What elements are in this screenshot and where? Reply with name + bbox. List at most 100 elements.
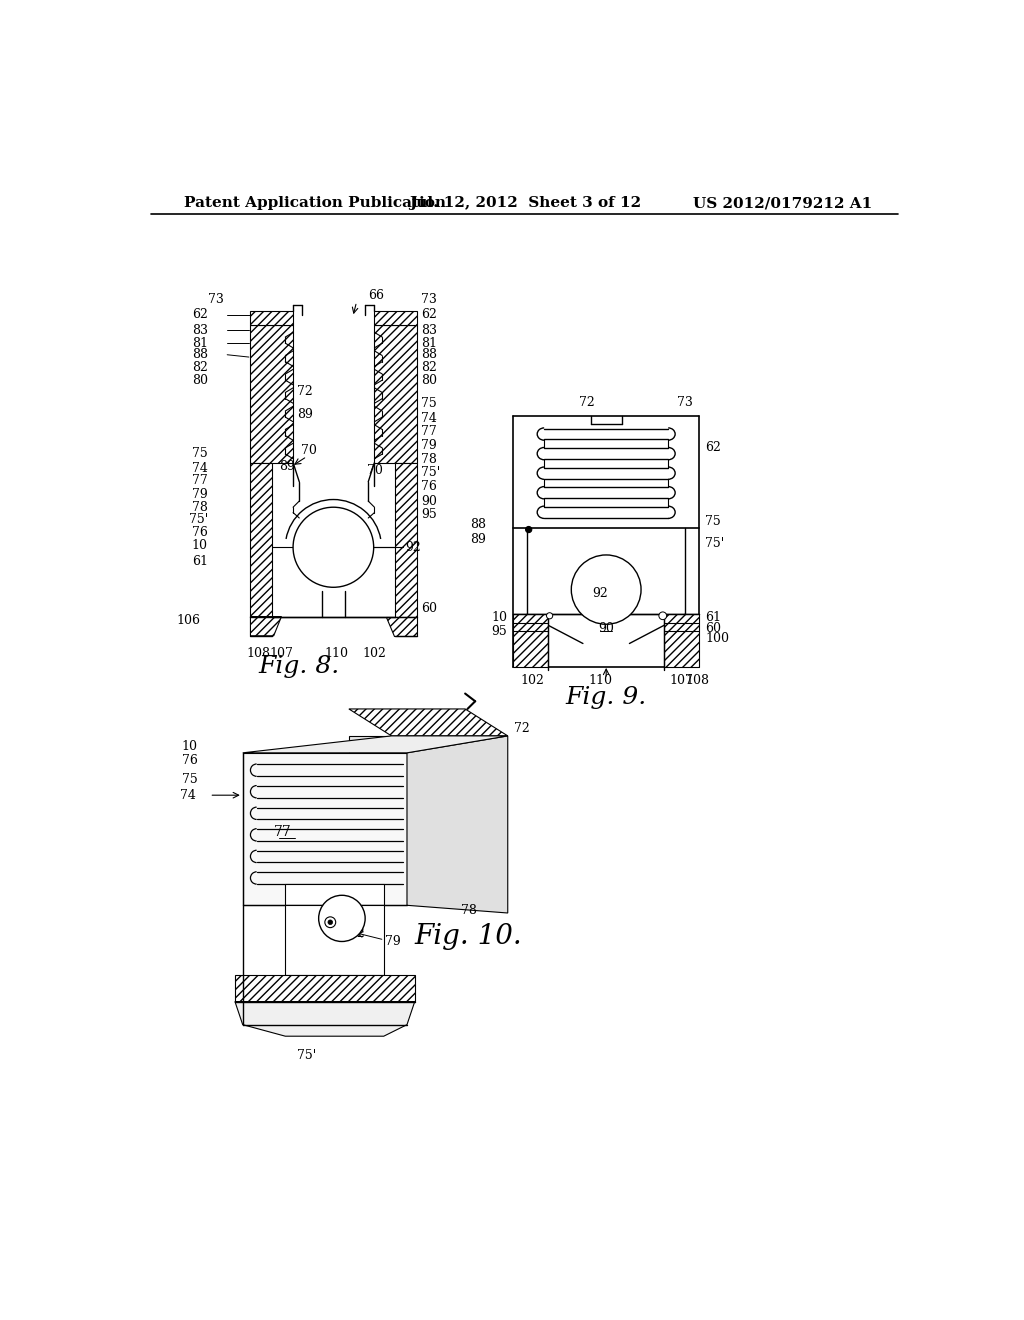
Text: 81: 81 [191, 337, 208, 350]
Polygon shape [251, 325, 293, 462]
Text: 108: 108 [247, 647, 270, 660]
Polygon shape [251, 462, 272, 616]
Text: 77: 77 [193, 474, 208, 487]
Text: 83: 83 [421, 323, 437, 337]
Polygon shape [349, 737, 465, 752]
Text: 79: 79 [421, 440, 436, 453]
Polygon shape [234, 974, 415, 1002]
Text: 110: 110 [324, 647, 348, 660]
Circle shape [318, 895, 366, 941]
Polygon shape [407, 737, 508, 913]
Text: 82: 82 [421, 360, 437, 374]
Text: 77: 77 [274, 825, 292, 840]
Text: 75': 75' [297, 1049, 315, 1063]
Text: 10: 10 [490, 611, 507, 624]
Text: 81: 81 [421, 337, 437, 350]
Text: 74: 74 [180, 788, 197, 801]
Text: 78: 78 [461, 904, 477, 917]
Text: 76: 76 [421, 480, 437, 492]
Text: 10: 10 [181, 741, 198, 754]
Text: Jul. 12, 2012  Sheet 3 of 12: Jul. 12, 2012 Sheet 3 of 12 [409, 197, 641, 210]
Text: Fig. 8.: Fig. 8. [258, 655, 339, 678]
Text: 95: 95 [421, 508, 436, 521]
Text: 74: 74 [421, 412, 437, 425]
Text: 107: 107 [270, 647, 294, 660]
Text: 83: 83 [191, 323, 208, 337]
Text: 75: 75 [193, 446, 208, 459]
Text: 88: 88 [421, 348, 437, 362]
Polygon shape [251, 312, 293, 325]
Text: 70: 70 [367, 463, 383, 477]
Polygon shape [251, 616, 282, 636]
Polygon shape [243, 752, 407, 906]
Text: 75: 75 [182, 774, 198, 787]
Text: 76: 76 [191, 527, 208, 539]
Text: 62: 62 [421, 308, 437, 321]
Polygon shape [665, 614, 699, 667]
Text: 75: 75 [706, 515, 721, 528]
Text: 95: 95 [492, 624, 507, 638]
Text: 80: 80 [421, 374, 437, 387]
Circle shape [525, 527, 531, 532]
Polygon shape [375, 312, 417, 325]
Text: 78: 78 [191, 500, 208, 513]
Text: 80: 80 [191, 374, 208, 387]
Text: 76: 76 [182, 754, 198, 767]
Text: 89: 89 [279, 459, 295, 473]
Text: Fig. 10.: Fig. 10. [415, 923, 522, 949]
Text: 92: 92 [592, 587, 608, 601]
Circle shape [293, 507, 374, 587]
Text: 72: 72 [297, 385, 312, 399]
Text: 75': 75' [706, 537, 725, 550]
Circle shape [571, 554, 641, 624]
Text: 10: 10 [191, 539, 208, 552]
Text: 78: 78 [421, 453, 437, 466]
Text: 60: 60 [421, 602, 437, 615]
Text: 89: 89 [297, 408, 312, 421]
Polygon shape [349, 709, 508, 737]
Text: 108: 108 [685, 675, 710, 686]
Text: 73: 73 [421, 293, 437, 306]
Text: 110: 110 [588, 675, 612, 686]
Polygon shape [395, 462, 417, 616]
Text: 61: 61 [706, 611, 721, 624]
Text: 61: 61 [191, 554, 208, 568]
Text: 102: 102 [521, 675, 545, 686]
Text: 72: 72 [514, 722, 529, 735]
Text: 75': 75' [188, 513, 208, 527]
Text: 75: 75 [421, 397, 436, 409]
Text: 62: 62 [706, 441, 721, 454]
Circle shape [547, 612, 553, 619]
Polygon shape [286, 906, 384, 974]
Text: 70: 70 [301, 445, 316, 458]
Text: 88: 88 [470, 517, 486, 531]
Text: 74: 74 [191, 462, 208, 475]
Polygon shape [243, 737, 508, 752]
Text: 79: 79 [385, 935, 400, 948]
Text: 73: 73 [677, 396, 693, 409]
Text: 92: 92 [349, 927, 366, 940]
Text: 60: 60 [706, 622, 721, 635]
Text: 62: 62 [191, 308, 208, 321]
Polygon shape [386, 616, 417, 636]
Text: 88: 88 [191, 348, 208, 362]
Text: 77: 77 [421, 425, 436, 438]
Text: 79: 79 [193, 487, 208, 500]
Text: US 2012/0179212 A1: US 2012/0179212 A1 [693, 197, 872, 210]
Text: 82: 82 [191, 360, 208, 374]
Text: 72: 72 [579, 396, 595, 409]
Text: 73: 73 [208, 293, 223, 306]
Text: 89: 89 [470, 533, 486, 546]
Text: 92: 92 [406, 541, 421, 554]
Text: 107: 107 [670, 675, 693, 686]
Text: 75': 75' [421, 466, 440, 479]
Polygon shape [234, 1002, 415, 1036]
Text: 106: 106 [176, 614, 200, 627]
Polygon shape [286, 884, 384, 906]
Circle shape [325, 917, 336, 928]
Circle shape [658, 612, 667, 619]
Text: 66: 66 [369, 289, 384, 302]
Text: 100: 100 [706, 632, 729, 645]
Text: Fig. 9.: Fig. 9. [565, 686, 647, 709]
Polygon shape [513, 614, 548, 667]
